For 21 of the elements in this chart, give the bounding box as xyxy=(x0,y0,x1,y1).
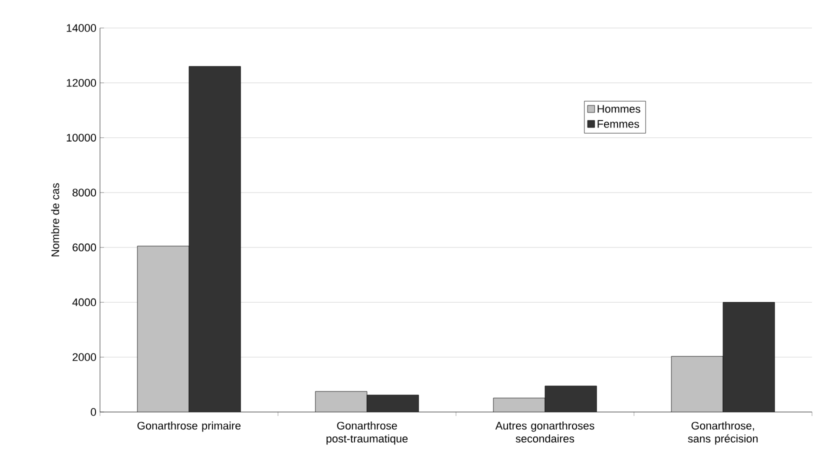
legend-label: Hommes xyxy=(598,105,640,113)
bar xyxy=(722,302,775,412)
x-tick-label: Gonarthrose, sans précision xyxy=(688,422,758,445)
x-tick-label: Autres gonarthroses secondaires xyxy=(495,422,594,443)
bar xyxy=(189,66,241,412)
y-tick-label: 4000 xyxy=(72,298,96,306)
x-tick-label: Gonarthrose primaire xyxy=(137,422,241,432)
y-tick-label: 6000 xyxy=(72,244,96,252)
y-tick-label: 14000 xyxy=(66,24,96,32)
y-tick-label: 2000 xyxy=(72,353,96,362)
bar xyxy=(367,394,419,412)
y-tick-label: 12000 xyxy=(66,78,96,87)
bar xyxy=(315,391,368,412)
y-tick-label: 0 xyxy=(90,408,96,416)
bar xyxy=(545,386,597,412)
y-tick-label: 8000 xyxy=(72,188,96,196)
bar xyxy=(493,398,546,412)
y-axis-title: Nombre de cas xyxy=(51,183,60,256)
legend-label: Femmes xyxy=(598,120,640,128)
x-tick-label: Gonarthrose post-traumatique xyxy=(326,422,408,445)
y-tick-label: 10000 xyxy=(66,134,96,142)
